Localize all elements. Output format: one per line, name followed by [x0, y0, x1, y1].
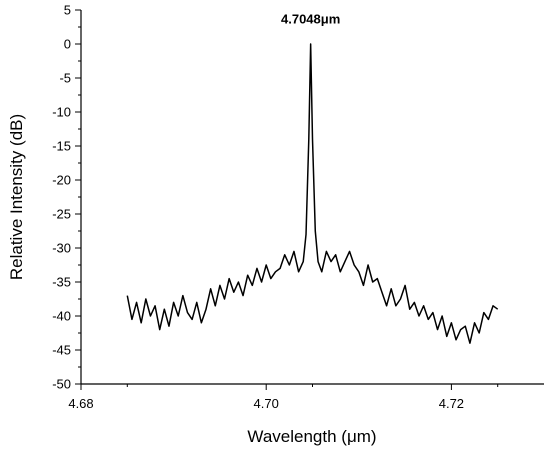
peak-annotation: 4.7048μm: [281, 12, 340, 27]
y-tick-label: -25: [52, 207, 71, 222]
y-tick-label: -40: [52, 309, 71, 324]
y-tick-label: -35: [52, 275, 71, 290]
annotations: 4.7048μm: [281, 12, 340, 27]
x-tick-label: 4.70: [254, 396, 279, 411]
y-axis: 5 0 -5 -10 -15 -20 -25 -30 -35 -40 -45 -50: [52, 3, 82, 392]
y-tick-label: -45: [52, 343, 71, 358]
x-tick-label: 4.72: [439, 396, 464, 411]
y-tick-label: -15: [52, 139, 71, 154]
x-tick-label: 4.68: [68, 396, 93, 411]
y-tick-label: -10: [52, 105, 71, 120]
y-tick-label: -50: [52, 377, 71, 392]
series-layer: [126, 43, 499, 344]
y-ticks: 5 0 -5 -10 -15 -20 -25 -30 -35 -40 -45 -50: [52, 3, 81, 392]
x-axis: 4.68 4.70 4.72: [68, 383, 544, 411]
y-tick-label: -20: [52, 173, 71, 188]
y-tick-label: -30: [52, 241, 71, 256]
x-axis-title: Wavelength (μm): [247, 427, 376, 446]
spectrum-series-line: [126, 43, 499, 344]
y-tick-label: 0: [64, 37, 71, 52]
y-tick-label: -5: [59, 71, 71, 86]
y-axis-title: Relative Intensity (dB): [7, 114, 26, 280]
x-ticks: 4.68 4.70 4.72: [68, 384, 499, 411]
y-tick-label: 5: [64, 3, 71, 18]
